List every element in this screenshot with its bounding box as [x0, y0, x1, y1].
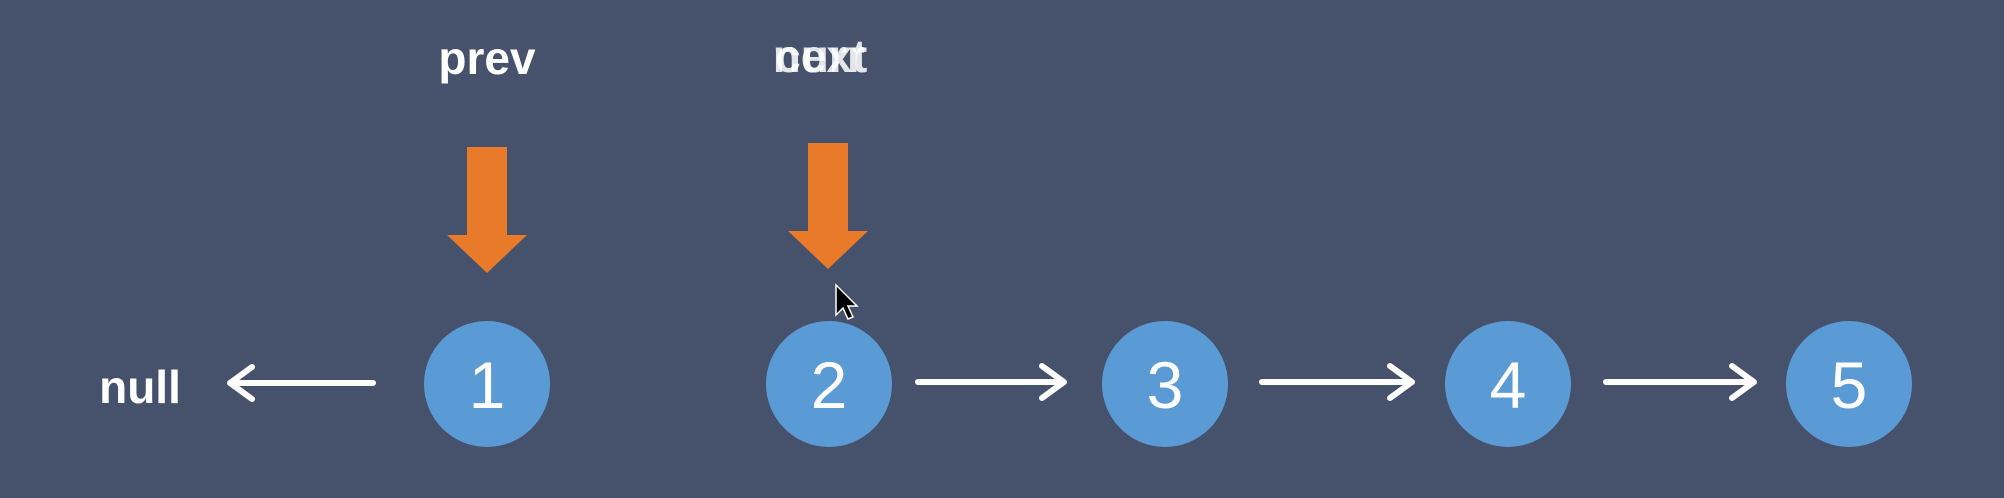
node-4-value: 4: [1490, 348, 1527, 422]
node3-to-node4-arrow: [1259, 363, 1415, 401]
node1-to-null-arrow: [227, 364, 376, 402]
null-label: null: [99, 361, 181, 413]
node-5-value: 5: [1831, 348, 1868, 422]
curr-pointer-label: curr: [775, 30, 865, 82]
node4-to-node5-arrow: [1603, 363, 1757, 401]
next-pointer-label: next: [773, 30, 868, 82]
node-1-value: 1: [469, 348, 506, 422]
node-2: 2: [766, 321, 892, 447]
node-3: 3: [1102, 321, 1228, 447]
node2-to-node3-arrow: [915, 363, 1067, 401]
mouse-cursor-icon: [835, 283, 859, 320]
node-1: 1: [424, 321, 550, 447]
prev-pointer-arrow: [447, 147, 527, 273]
node-3-value: 3: [1147, 348, 1184, 422]
prev-pointer-label: prev: [438, 32, 536, 84]
curr-pointer-arrow: [788, 143, 868, 269]
node-5: 5: [1786, 321, 1912, 447]
node-4: 4: [1445, 321, 1571, 447]
node-2-value: 2: [811, 348, 848, 422]
